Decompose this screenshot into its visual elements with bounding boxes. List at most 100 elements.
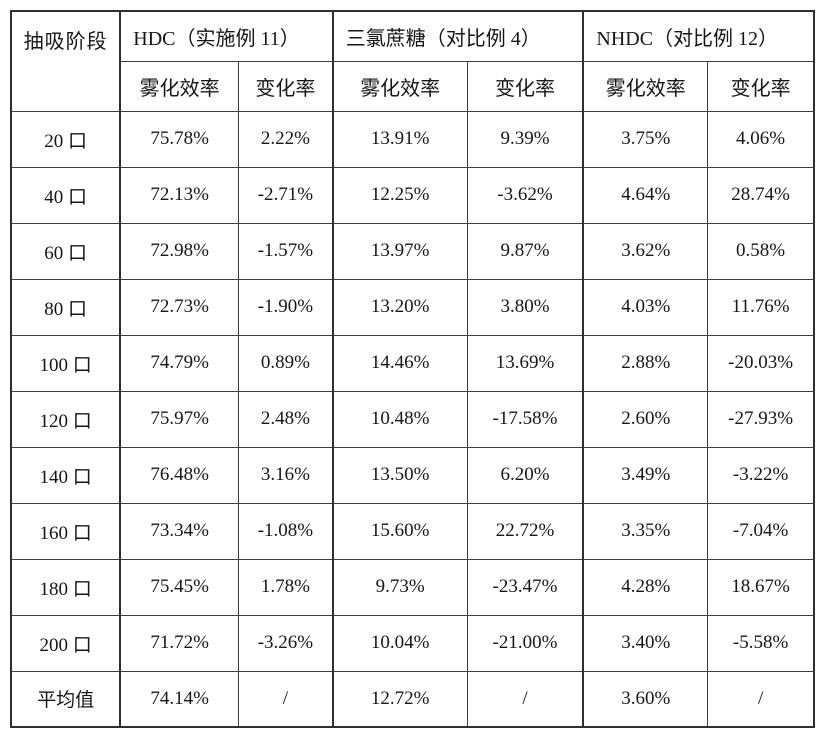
value-cell: -7.04%	[707, 502, 815, 560]
value-cell: -1.90%	[238, 278, 334, 336]
value-cell: /	[238, 670, 334, 728]
table-row: 20 口 75.78% 2.22% 13.91% 9.39% 3.75% 4.06%	[10, 110, 815, 168]
value-cell: 1.78%	[238, 558, 334, 616]
stage-cell: 200 口	[10, 614, 121, 672]
stage-cell: 140 口	[10, 446, 121, 504]
value-cell: -27.93%	[707, 390, 815, 448]
group-header-sucralose: 三氯蔗糖（对比例 4）	[331, 10, 584, 62]
value-cell: 3.75%	[582, 110, 709, 168]
atomization-efficiency-table: 抽吸阶段 HDC（实施例 11） 三氯蔗糖（对比例 4） NHDC（对比例 12…	[10, 10, 815, 728]
stage-cell: 平均值	[10, 670, 121, 728]
value-cell: 71.72%	[119, 614, 240, 672]
value-cell: 76.48%	[119, 446, 240, 504]
stage-cell: 40 口	[10, 166, 121, 224]
value-cell: 4.64%	[582, 166, 709, 224]
value-cell: -1.57%	[238, 222, 334, 280]
value-cell: 9.39%	[466, 110, 584, 168]
value-cell: -2.71%	[238, 166, 334, 224]
value-cell: 75.45%	[119, 558, 240, 616]
sub-header-atomization-efficiency: 雾化效率	[119, 60, 240, 112]
table-row: 200 口 71.72% -3.26% 10.04% -21.00% 3.40% -5.58…	[10, 614, 815, 672]
table-row: 平均值 74.14%/12.72%/3.60% /	[10, 670, 815, 728]
table-row: 180 口 75.45% 1.78% 9.73% -23.47% 4.28% 18.67%	[10, 558, 815, 616]
value-cell: 0.58%	[707, 222, 815, 280]
value-cell: -5.58%	[707, 614, 815, 672]
table-row: 40 口 72.13% -2.71% 12.25% -3.62% 4.64% 28.74%	[10, 166, 815, 224]
value-cell: 3.60%	[582, 670, 709, 728]
value-cell: 2.48%	[238, 390, 334, 448]
value-cell: 4.06%	[707, 110, 815, 168]
group-header-nhdc: NHDC（对比例 12）	[582, 10, 815, 62]
value-cell: 22.72%	[466, 502, 584, 560]
corner-header-puffing-stage: 抽吸阶段	[10, 10, 121, 112]
table-row: 80 口 72.73% -1.90% 13.20% 3.80% 4.03% 11.76%	[10, 278, 815, 336]
value-cell: 72.98%	[119, 222, 240, 280]
value-cell: 73.34%	[119, 502, 240, 560]
value-cell: 3.40%	[582, 614, 709, 672]
table-row: 60 口 72.98% -1.57% 13.97% 9.87% 3.62% 0.58%	[10, 222, 815, 280]
value-cell: -20.03%	[707, 334, 815, 392]
stage-cell: 120 口	[10, 390, 121, 448]
value-cell: 9.87%	[466, 222, 584, 280]
value-cell: 13.20%	[331, 278, 468, 336]
value-cell: 13.69%	[466, 334, 584, 392]
value-cell: -3.26%	[238, 614, 334, 672]
sub-header-change-rate: 变化率	[238, 60, 334, 112]
value-cell: 10.48%	[331, 390, 468, 448]
value-cell: 14.46%	[331, 334, 468, 392]
value-cell: 15.60%	[331, 502, 468, 560]
sub-header-atomization-efficiency: 雾化效率	[582, 60, 709, 112]
sub-header-atomization-efficiency: 雾化效率	[331, 60, 468, 112]
value-cell: 3.80%	[466, 278, 584, 336]
value-cell: 6.20%	[466, 446, 584, 504]
table-body: 20 口 75.78% 2.22% 13.91% 9.39% 3.75% 4.06% 40 口…	[10, 110, 815, 728]
value-cell: -21.00%	[466, 614, 584, 672]
value-cell: 74.14%	[119, 670, 240, 728]
value-cell: -1.08%	[238, 502, 334, 560]
value-cell: 3.49%	[582, 446, 709, 504]
stage-cell: 20 口	[10, 110, 121, 168]
value-cell: 13.91%	[331, 110, 468, 168]
value-cell: /	[707, 670, 815, 728]
value-cell: 3.35%	[582, 502, 709, 560]
group-header-row: 抽吸阶段 HDC（实施例 11） 三氯蔗糖（对比例 4） NHDC（对比例 12…	[10, 10, 815, 112]
value-cell: 12.25%	[331, 166, 468, 224]
group-header-hdc: HDC（实施例 11）	[119, 10, 334, 62]
value-cell: 28.74%	[707, 166, 815, 224]
value-cell: 2.60%	[582, 390, 709, 448]
value-cell: /	[466, 670, 584, 728]
sub-header-row: 雾化效率 变化率 雾化效率 变化率 雾化效率 变化率	[11, 60, 815, 112]
value-cell: 4.28%	[582, 558, 709, 616]
sub-header-change-rate: 变化率	[707, 60, 815, 112]
value-cell: 9.73%	[331, 558, 468, 616]
table-row: 160 口 73.34% -1.08% 15.60% 22.72% 3.35% -7.04%	[10, 502, 815, 560]
value-cell: -17.58%	[466, 390, 584, 448]
sub-header-change-rate: 变化率	[466, 60, 584, 112]
value-cell: 75.78%	[119, 110, 240, 168]
table-header: 抽吸阶段 HDC（实施例 11） 三氯蔗糖（对比例 4） NHDC（对比例 12…	[10, 10, 815, 112]
value-cell: 3.62%	[582, 222, 709, 280]
value-cell: -23.47%	[466, 558, 584, 616]
value-cell: 72.73%	[119, 278, 240, 336]
value-cell: 13.97%	[331, 222, 468, 280]
value-cell: 0.89%	[238, 334, 334, 392]
value-cell: 12.72%	[331, 670, 468, 728]
table-row: 100 口 74.79% 0.89% 14.46% 13.69% 2.88% -20.03%	[10, 334, 815, 392]
value-cell: -3.62%	[466, 166, 584, 224]
value-cell: 18.67%	[707, 558, 815, 616]
value-cell: 3.16%	[238, 446, 334, 504]
value-cell: 2.22%	[238, 110, 334, 168]
stage-cell: 180 口	[10, 558, 121, 616]
stage-cell: 160 口	[10, 502, 121, 560]
value-cell: 11.76%	[707, 278, 815, 336]
value-cell: 13.50%	[331, 446, 468, 504]
stage-cell: 100 口	[10, 334, 121, 392]
stage-cell: 60 口	[10, 222, 121, 280]
value-cell: 4.03%	[582, 278, 709, 336]
value-cell: 75.97%	[119, 390, 240, 448]
value-cell: 10.04%	[331, 614, 468, 672]
value-cell: 72.13%	[119, 166, 240, 224]
stage-cell: 80 口	[10, 278, 121, 336]
table-row: 140 口 76.48% 3.16% 13.50% 6.20% 3.49% -3.22%	[10, 446, 815, 504]
